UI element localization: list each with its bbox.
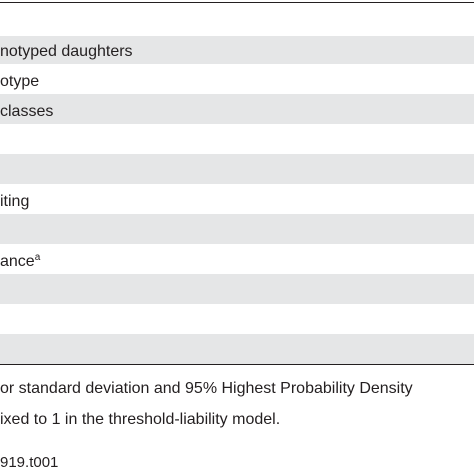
table-row bbox=[0, 334, 474, 364]
row-label: otype bbox=[0, 73, 40, 90]
table-row bbox=[0, 154, 474, 184]
table-row: iting bbox=[0, 184, 474, 214]
row-label: classes bbox=[0, 103, 54, 120]
table-row: notyped daughters bbox=[0, 36, 474, 64]
table-row: otype bbox=[0, 64, 474, 94]
table-top-rule bbox=[0, 2, 474, 3]
table-row: ancea bbox=[0, 244, 474, 274]
row-label-text: ance bbox=[0, 253, 35, 270]
doi-label: 919.t001 bbox=[0, 454, 59, 471]
table-row bbox=[0, 124, 474, 154]
row-label: iting bbox=[0, 193, 30, 210]
table-bottom-rule bbox=[0, 364, 474, 365]
footnote-line-2: ixed to 1 in the threshold-liability mod… bbox=[0, 411, 281, 428]
table-row bbox=[0, 304, 474, 334]
table-row: classes bbox=[0, 94, 474, 124]
table-row bbox=[0, 214, 474, 244]
row-label: notyped daughters bbox=[0, 43, 133, 60]
footnote-line-1: or standard deviation and 95% Highest Pr… bbox=[0, 380, 413, 397]
table-row bbox=[0, 274, 474, 304]
row-label: ancea bbox=[0, 252, 40, 272]
footnote-marker: a bbox=[34, 252, 41, 263]
